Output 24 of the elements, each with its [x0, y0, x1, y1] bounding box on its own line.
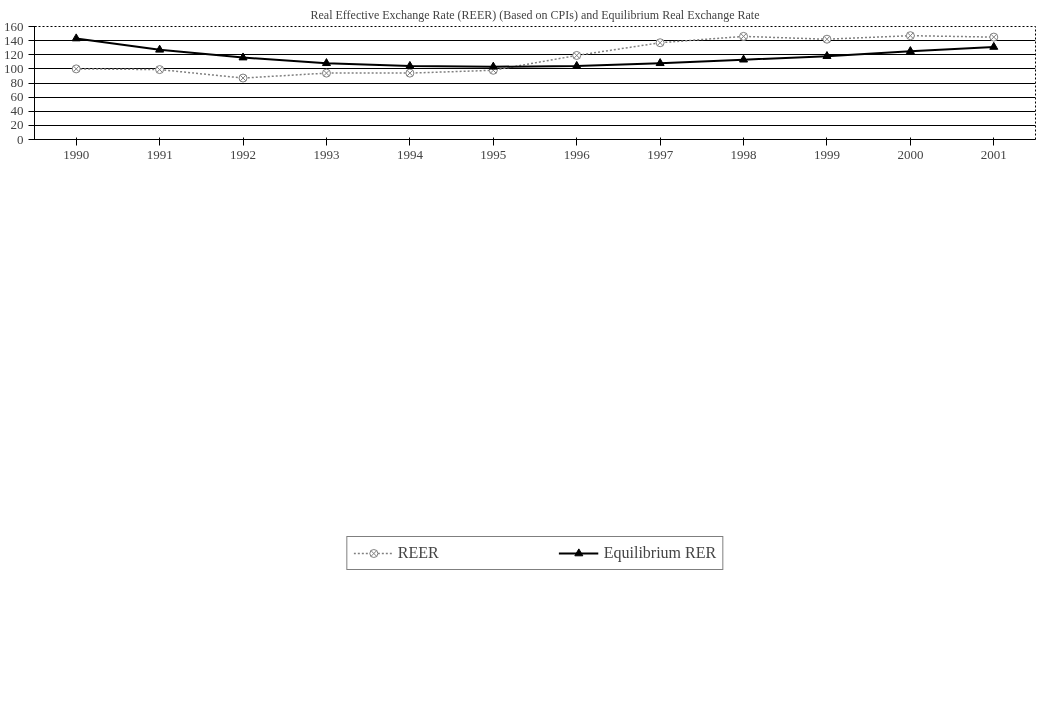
- x-tick-label: 1996: [563, 146, 591, 162]
- legend-label: Equilibrium RER: [603, 544, 717, 562]
- x-tick-label: 1995: [480, 146, 507, 162]
- y-tick-label: 60: [10, 89, 24, 105]
- legend-label: REER: [397, 544, 439, 562]
- x-tick-label: 1997: [647, 146, 674, 162]
- y-tick-label: 140: [4, 32, 24, 48]
- y-tick-label: 120: [4, 46, 24, 62]
- x-tick-label: 1991: [146, 146, 173, 162]
- x-tick-label: 1992: [230, 146, 257, 162]
- x-tick-label: 2000: [897, 146, 924, 162]
- y-tick-label: 80: [10, 75, 24, 90]
- x-tick-label: 1990: [63, 146, 90, 162]
- x-tick-label: 1998: [730, 146, 757, 162]
- y-tick-label: 100: [4, 60, 24, 76]
- x-tick-label: 1994: [396, 146, 424, 162]
- x-tick-label: 1999: [813, 146, 840, 162]
- y-tick-label: 20: [10, 117, 24, 133]
- y-tick-label: 40: [10, 103, 24, 119]
- chart-title: Real Effective Exchange Rate (REER) (Based on CPIs) and Equilibrium Real Exchange Rate: [310, 7, 760, 22]
- y-tick-label: 160: [4, 18, 24, 34]
- x-tick-label: 2001: [980, 146, 1007, 162]
- x-tick-label: 1993: [313, 146, 340, 162]
- y-tick-label: 0: [17, 131, 24, 147]
